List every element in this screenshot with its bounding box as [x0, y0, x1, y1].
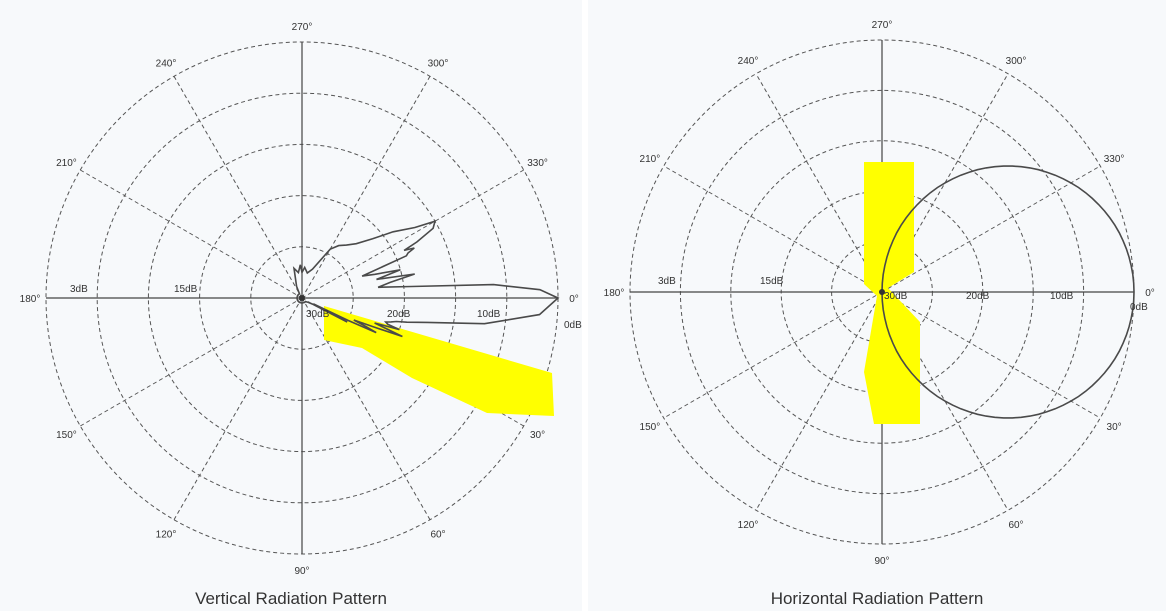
angle-tick-label: 90°	[294, 566, 309, 577]
highlight-region	[864, 162, 920, 424]
angle-tick-label: 90°	[874, 556, 889, 567]
angle-tick-label: 60°	[1008, 520, 1023, 531]
grid-spoke-240	[755, 73, 883, 293]
angle-tick-label: 150°	[56, 430, 77, 441]
grid-spoke-150	[80, 297, 303, 427]
grid-spoke-120	[755, 291, 883, 511]
angle-tick-label: 330°	[527, 158, 548, 169]
radial-db-label: 15dB	[760, 276, 784, 287]
radial-db-label: 30dB	[306, 309, 330, 320]
angle-tick-label: 120°	[738, 520, 759, 531]
radial-db-label: 10dB	[477, 309, 501, 320]
radial-db-label: 20dB	[387, 309, 411, 320]
angle-tick-label: 180°	[20, 294, 41, 305]
grid-spoke-300	[301, 76, 431, 299]
radial-db-label: 0dB	[564, 320, 582, 331]
radiation-curve	[292, 220, 560, 338]
angle-tick-label: 0°	[1145, 288, 1155, 299]
angle-tick-label: 150°	[640, 422, 661, 433]
radial-db-label: 15dB	[174, 284, 198, 295]
grid-spoke-210	[80, 169, 303, 299]
center-dot	[879, 289, 885, 295]
radial-db-label: 30dB	[884, 291, 908, 302]
angle-tick-label: 60°	[430, 530, 445, 541]
radial-db-label: 3dB	[70, 284, 88, 295]
angle-tick-label: 120°	[156, 530, 177, 541]
grid-spoke-120	[173, 297, 303, 520]
angle-tick-label: 300°	[1006, 56, 1027, 67]
radial-db-label: 20dB	[966, 291, 990, 302]
vertical-pattern-chart: 0° 30° 60° 90° 120° 150° 180° 210° 240° 270° 300° 3…	[20, 22, 582, 577]
radial-db-label: 0dB	[1130, 302, 1148, 313]
angle-tick-label: 30°	[530, 430, 545, 441]
grid-spoke-150	[663, 291, 883, 419]
radial-db-label: 10dB	[1050, 291, 1074, 302]
horizontal-pattern-chart: 0° 30° 60° 90° 120° 150° 180° 210° 240° 270° 300° 3…	[604, 20, 1155, 567]
angle-tick-label: 300°	[428, 58, 449, 69]
angle-tick-label: 30°	[1107, 422, 1122, 433]
horizontal-pattern-panel: 0° 30° 60° 90° 120° 150° 180° 210° 240° 270° 300° 3…	[588, 0, 1166, 611]
panel-divider	[582, 0, 588, 611]
angle-tick-label: 270°	[292, 22, 313, 33]
angle-tick-label: 240°	[156, 58, 177, 69]
grid-spoke-210	[663, 165, 883, 293]
angle-tick-label: 180°	[604, 288, 625, 299]
angle-tick-label: 270°	[872, 20, 893, 31]
grid-spoke-60	[301, 297, 431, 520]
angle-tick-label: 210°	[640, 154, 661, 165]
angle-tick-label: 0°	[569, 294, 579, 305]
center-dot	[299, 295, 305, 301]
angle-tick-label: 330°	[1104, 154, 1125, 165]
angle-tick-label: 240°	[738, 56, 759, 67]
highlight-region	[324, 306, 554, 416]
grid-spoke-240	[173, 76, 303, 299]
angle-tick-label: 210°	[56, 158, 77, 169]
radial-db-label: 3dB	[658, 276, 676, 287]
grid-spoke-330	[881, 165, 1101, 293]
vertical-pattern-panel: 0° 30° 60° 90° 120° 150° 180° 210° 240° 270° 300° 3…	[0, 0, 582, 611]
chart-title-vertical: Vertical Radiation Pattern	[195, 589, 387, 608]
chart-title-horizontal: Horizontal Radiation Pattern	[770, 589, 984, 608]
grid-spoke-330	[301, 169, 524, 299]
